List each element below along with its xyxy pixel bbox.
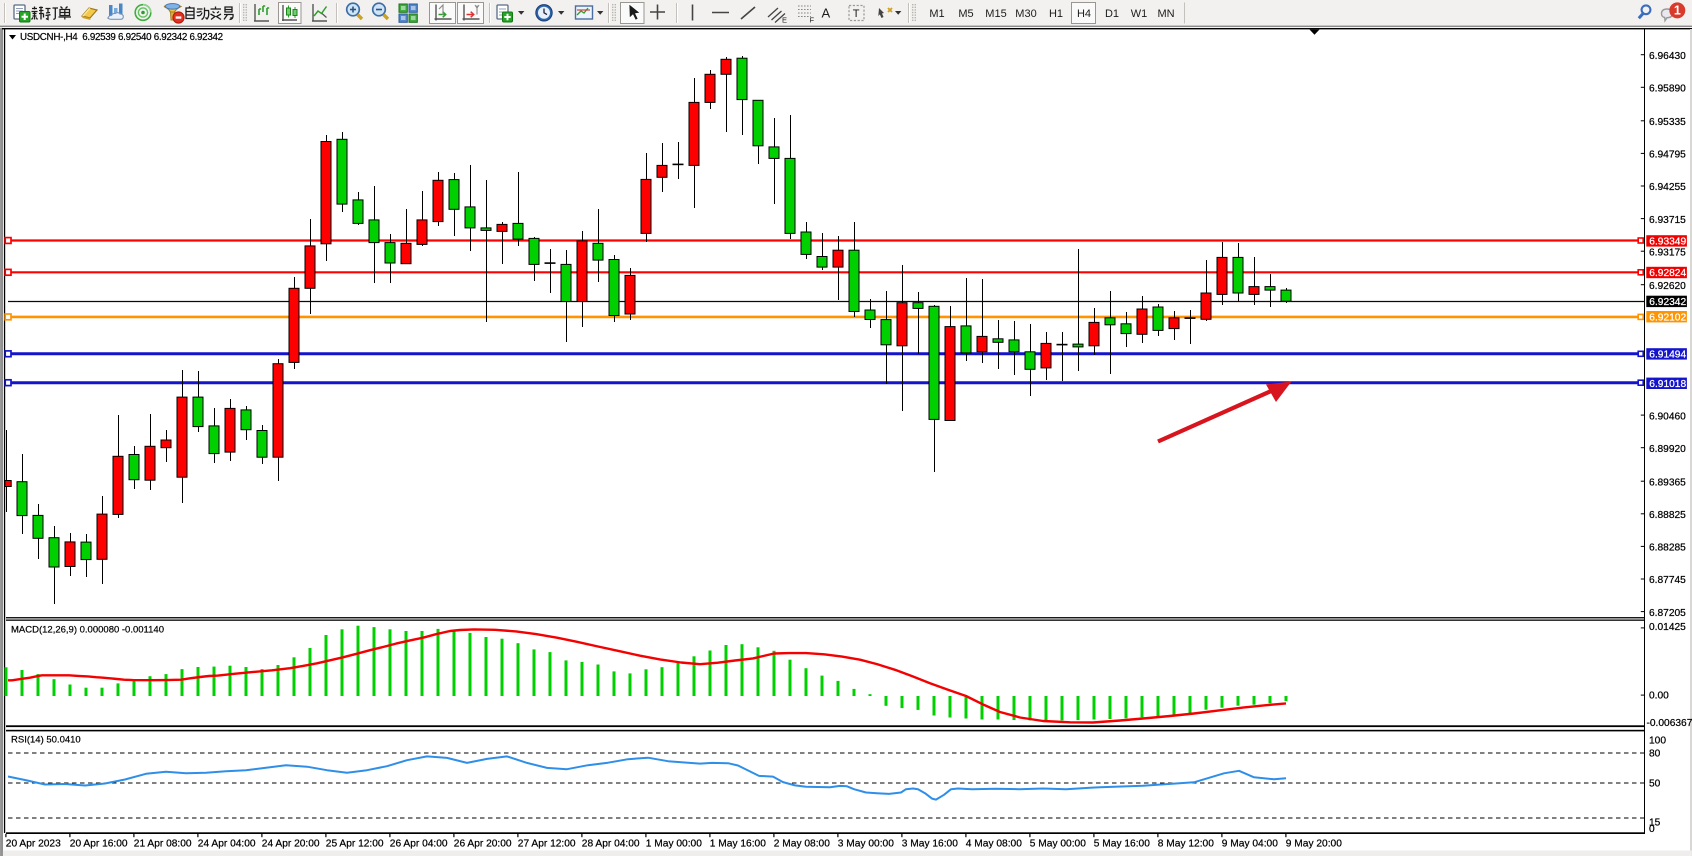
svg-text:26 Apr 20:00: 26 Apr 20:00 (454, 839, 512, 850)
svg-text:6.95890: 6.95890 (1649, 84, 1686, 95)
svg-text:6.94255: 6.94255 (1649, 182, 1686, 193)
svg-text:0.00: 0.00 (1649, 691, 1669, 702)
svg-text:20 Apr 2023: 20 Apr 2023 (6, 839, 61, 850)
svg-text:6.93715: 6.93715 (1649, 215, 1686, 226)
svg-text:A: A (822, 6, 831, 21)
svg-text:M30: M30 (1015, 8, 1036, 20)
svg-text:M5: M5 (958, 8, 973, 20)
svg-text:28 Apr 04:00: 28 Apr 04:00 (582, 839, 640, 850)
svg-text:9 May 20:00: 9 May 20:00 (1286, 839, 1342, 850)
svg-text:6.87745: 6.87745 (1649, 575, 1686, 586)
svg-text:8 May 12:00: 8 May 12:00 (1158, 839, 1214, 850)
svg-text:1 May 00:00: 1 May 00:00 (646, 839, 702, 850)
svg-text:6.92824: 6.92824 (1649, 268, 1686, 279)
svg-text:-0.006367: -0.006367 (1647, 718, 1692, 729)
svg-text:6.90460: 6.90460 (1649, 411, 1686, 422)
svg-text:1: 1 (1674, 4, 1681, 18)
svg-text:6.87205: 6.87205 (1649, 608, 1686, 619)
svg-text:0: 0 (1649, 824, 1655, 835)
svg-text:80: 80 (1649, 748, 1661, 759)
svg-text:6.88285: 6.88285 (1649, 543, 1686, 554)
svg-text:25 Apr 12:00: 25 Apr 12:00 (326, 839, 384, 850)
svg-text:6.94795: 6.94795 (1649, 150, 1686, 161)
svg-text:6.92342: 6.92342 (1649, 297, 1686, 308)
svg-text:M1: M1 (929, 8, 944, 20)
svg-text:2 May 08:00: 2 May 08:00 (774, 839, 830, 850)
svg-text:T: T (853, 8, 860, 20)
svg-text:D1: D1 (1105, 8, 1119, 20)
svg-text:H1: H1 (1049, 8, 1063, 20)
svg-text:27 Apr 12:00: 27 Apr 12:00 (518, 839, 576, 850)
svg-text:3 May 16:00: 3 May 16:00 (902, 839, 958, 850)
svg-text:26 Apr 04:00: 26 Apr 04:00 (390, 839, 448, 850)
svg-text:F: F (810, 16, 815, 25)
svg-text:E: E (782, 16, 787, 25)
svg-text:W1: W1 (1131, 8, 1148, 20)
svg-text:6.88825: 6.88825 (1649, 510, 1686, 521)
svg-text:6.89365: 6.89365 (1649, 477, 1686, 488)
svg-text:3 May 00:00: 3 May 00:00 (838, 839, 894, 850)
svg-text:5 May 00:00: 5 May 00:00 (1030, 839, 1086, 850)
svg-text:24 Apr 20:00: 24 Apr 20:00 (262, 839, 320, 850)
svg-text:15: 15 (1649, 818, 1661, 829)
svg-text:5 May 16:00: 5 May 16:00 (1094, 839, 1150, 850)
svg-text:6.93175: 6.93175 (1649, 247, 1686, 258)
svg-text:20 Apr 16:00: 20 Apr 16:00 (70, 839, 128, 850)
svg-text:0.01425: 0.01425 (1649, 622, 1686, 633)
svg-text:H4: H4 (1077, 8, 1091, 20)
svg-text:50: 50 (1649, 778, 1661, 789)
svg-text:6.95335: 6.95335 (1649, 117, 1686, 128)
svg-text:24 Apr 04:00: 24 Apr 04:00 (198, 839, 256, 850)
svg-text:21 Apr 08:00: 21 Apr 08:00 (134, 839, 192, 850)
svg-text:6.91494: 6.91494 (1649, 350, 1686, 361)
svg-text:6.92620: 6.92620 (1649, 281, 1686, 292)
svg-text:6.89920: 6.89920 (1649, 444, 1686, 455)
svg-text:MACD(12,26,9) 0.000080 -0.0011: MACD(12,26,9) 0.000080 -0.001140 (11, 624, 164, 635)
svg-text:RSI(14) 50.0410: RSI(14) 50.0410 (11, 735, 81, 746)
svg-text:9 May 04:00: 9 May 04:00 (1222, 839, 1278, 850)
svg-text:6.91018: 6.91018 (1649, 379, 1686, 390)
svg-text:100: 100 (1649, 735, 1666, 746)
svg-text:6.96430: 6.96430 (1649, 51, 1686, 62)
svg-text:1 May 16:00: 1 May 16:00 (710, 839, 766, 850)
svg-text:6.93349: 6.93349 (1649, 237, 1686, 248)
svg-text:6.92102: 6.92102 (1649, 312, 1686, 323)
svg-text:M15: M15 (985, 8, 1006, 20)
svg-text:USDCNH-,H4 6.92539 6.92540 6.: USDCNH-,H4 6.92539 6.92540 6.92342 6.923… (20, 32, 223, 43)
svg-text:MN: MN (1157, 8, 1174, 20)
svg-text:4 May 08:00: 4 May 08:00 (966, 839, 1022, 850)
